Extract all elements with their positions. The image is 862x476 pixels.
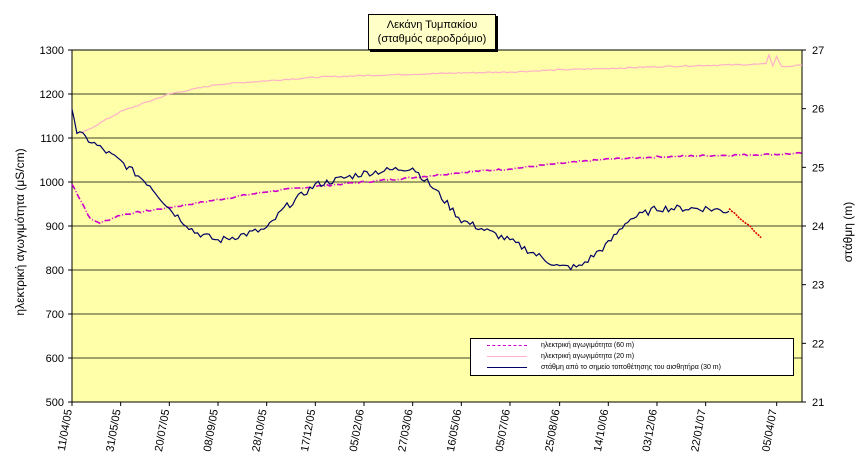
x-tick-label: 22/01/07 [689,408,708,452]
legend-swatch-ec20 [487,356,527,357]
y-left-tick-label: 800 [46,265,64,277]
y-left-tick-label: 500 [46,397,64,409]
series-line-0 [71,151,803,225]
x-tick-label: 28/10/05 [250,408,269,452]
y-right-tick-label: 27 [812,45,824,57]
legend-label-ec20: ηλεκτρική αγωγιμότητα (20 m) [541,353,635,360]
series-line-3 [728,208,762,239]
x-tick-label: 16/05/06 [445,408,464,452]
legend-swatch-level [487,367,527,368]
x-tick-label: 05/07/06 [494,408,513,452]
x-tick-label: 08/09/05 [202,408,221,452]
x-tick-label: 14/10/06 [592,408,611,452]
y-right-tick-label: 22 [812,338,824,350]
x-tick-label: 17/12/05 [299,408,318,452]
y-left-label: ηλεκτρική αγωγιμότητα (μS/cm) [13,148,27,316]
legend-item-ec60: ηλεκτρική αγωγιμότητα (60 m) [471,341,793,351]
x-tick-label: 05/02/06 [348,408,367,452]
legend-item-level: στάθμη από το σημείο τοποθέτησης του αισ… [471,363,793,373]
legend-label-level: στάθμη από το σημείο τοποθέτησης του αισ… [541,364,721,371]
legend-item-ec20: ηλεκτρική αγωγιμότητα (20 m) [471,352,793,362]
y-left-tick-label: 1100 [40,133,64,145]
chart-title-line-2: (σταθμός αεροδρόμιο) [377,33,487,45]
x-tick-label: 25/08/06 [543,408,562,452]
y-right-label: στάθμη (m) [841,201,855,263]
x-tick-label: 11/04/05 [56,408,75,451]
y-left-tick-label: 1300 [40,45,64,57]
x-tick-label: 27/03/06 [396,408,415,452]
x-tick-label: 31/05/05 [104,408,123,452]
chart-title: Λεκάνη Τυμπακίου (σταθμός αεροδρόμιο) [368,14,496,50]
y-left-tick-label: 900 [46,221,64,233]
x-tick-label: 05/04/07 [760,408,779,452]
y-left-tick-label: 1000 [40,177,64,189]
x-tick-label: 03/12/06 [641,408,660,452]
plot-frame [71,49,803,403]
legend-swatch-ec60 [487,345,527,346]
y-right-tick-label: 23 [812,280,824,292]
y-right-tick-label: 26 [812,104,824,116]
series-line-2 [71,109,730,271]
series [71,52,803,271]
y-left-tick-label: 1200 [40,89,64,101]
y-right-tick-label: 25 [812,162,824,174]
chart-title-line-1: Λεκάνη Τυμπακίου [386,19,478,31]
y-left-tick-label: 600 [46,353,64,365]
y-right-tick-label: 24 [812,221,824,233]
x-tick-label: 20/07/05 [153,408,172,452]
legend-label-ec60: ηλεκτρική αγωγιμότητα (60 m) [541,342,635,349]
series-line-1 [80,52,803,135]
legend: ηλεκτρική αγωγιμότητα (60 m) ηλεκτρική α… [470,338,794,376]
y-left-tick-label: 700 [46,309,64,321]
y-right-tick-label: 21 [812,397,824,409]
